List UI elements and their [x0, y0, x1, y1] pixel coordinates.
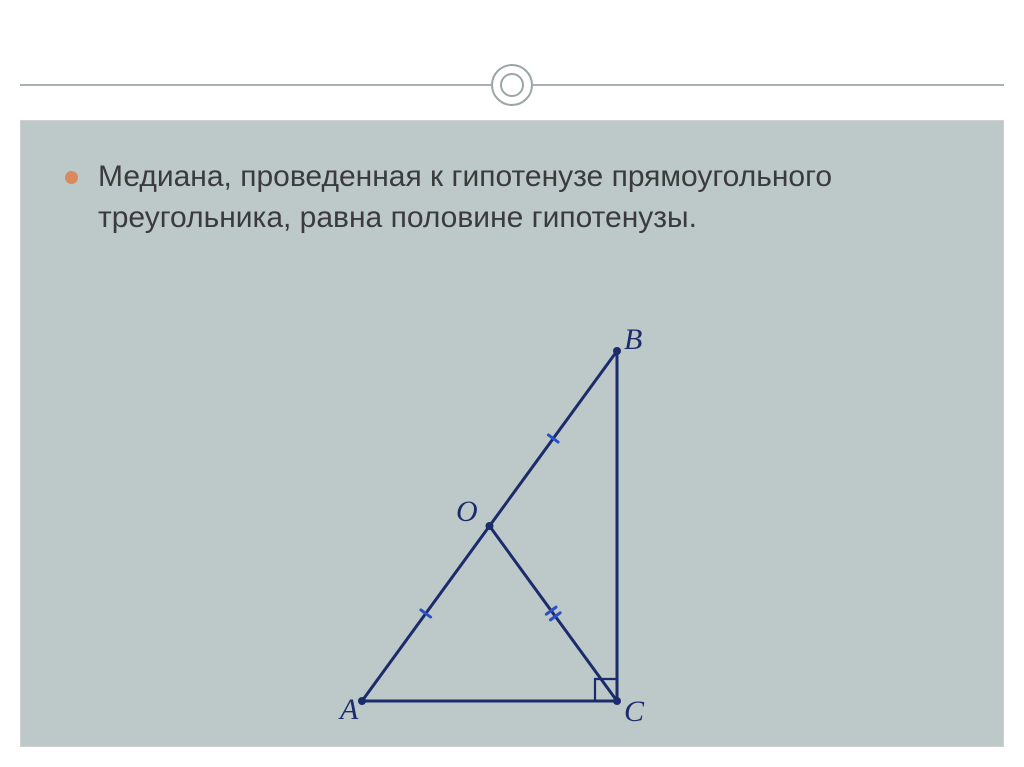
- triangle-diagram: A B C O: [322, 321, 702, 741]
- vertex-label-c: C: [624, 695, 645, 728]
- theorem-text: Медиана, проведенная к гипотенузе прямоу…: [98, 157, 959, 238]
- content-panel: Медиана, проведенная к гипотенузе прямоу…: [20, 120, 1004, 747]
- ornament-ring-inner: [500, 73, 524, 97]
- vertex-label-o: O: [456, 495, 478, 528]
- bullet-dot-icon: [65, 171, 78, 184]
- vertex-label-a: A: [338, 693, 359, 726]
- ornament-ring-outer: [491, 64, 533, 106]
- vertex-label-b: B: [624, 323, 642, 356]
- bullet-block: Медиана, проведенная к гипотенузе прямоу…: [65, 157, 959, 238]
- ornament-circle: [491, 64, 533, 106]
- figure-area: A B C O: [21, 321, 1003, 746]
- slide-page: Медиана, проведенная к гипотенузе прямоу…: [0, 0, 1024, 767]
